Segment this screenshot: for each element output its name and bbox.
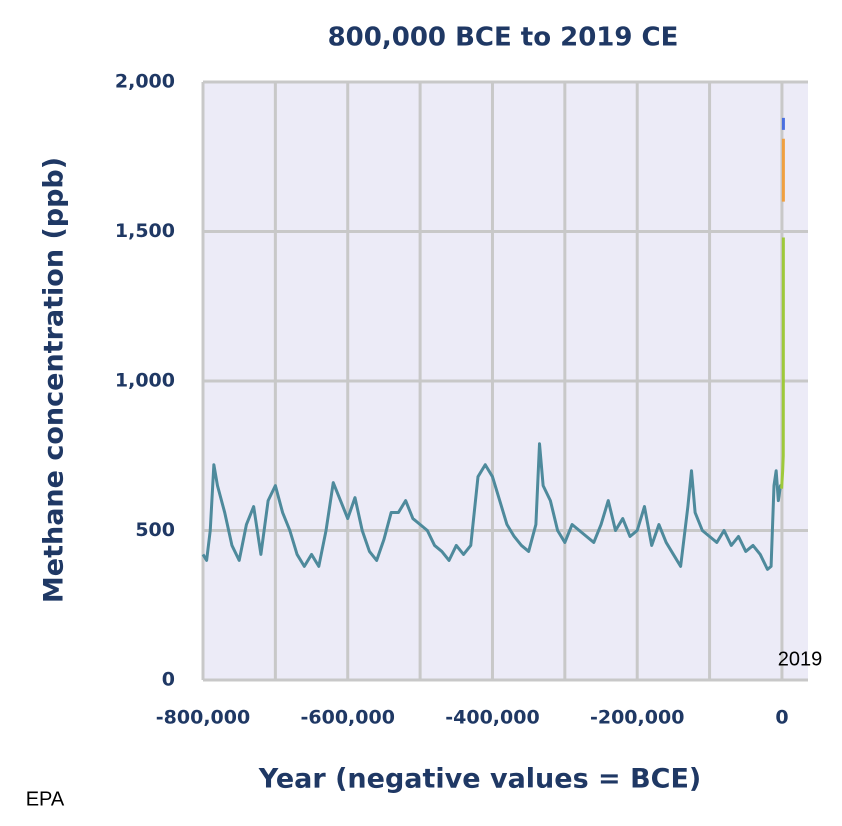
y-axis-label: Methane concentration (ppb) — [39, 157, 70, 603]
line-series — [780, 237, 785, 489]
x-tick-label: -400,000 — [445, 707, 539, 729]
y-tick-label: 1,000 — [115, 370, 175, 392]
x-axis-label: Year (negative values = BCE) — [258, 764, 702, 795]
annotation: 2019 — [778, 648, 823, 670]
line-series — [201, 442, 783, 571]
chart-title: 800,000 BCE to 2019 CE — [328, 23, 679, 53]
y-tick-label: 2,000 — [115, 71, 175, 93]
x-tick-label: -200,000 — [590, 707, 684, 729]
y-tick-label: 500 — [135, 519, 175, 541]
x-tick-label: -600,000 — [301, 707, 395, 729]
y-tick-label: 0 — [162, 669, 175, 691]
source: EPA — [26, 788, 65, 810]
x-tick-label: 0 — [775, 707, 788, 729]
y-tick-label: 1,500 — [115, 220, 175, 242]
x-tick-label: -800,000 — [156, 707, 250, 729]
